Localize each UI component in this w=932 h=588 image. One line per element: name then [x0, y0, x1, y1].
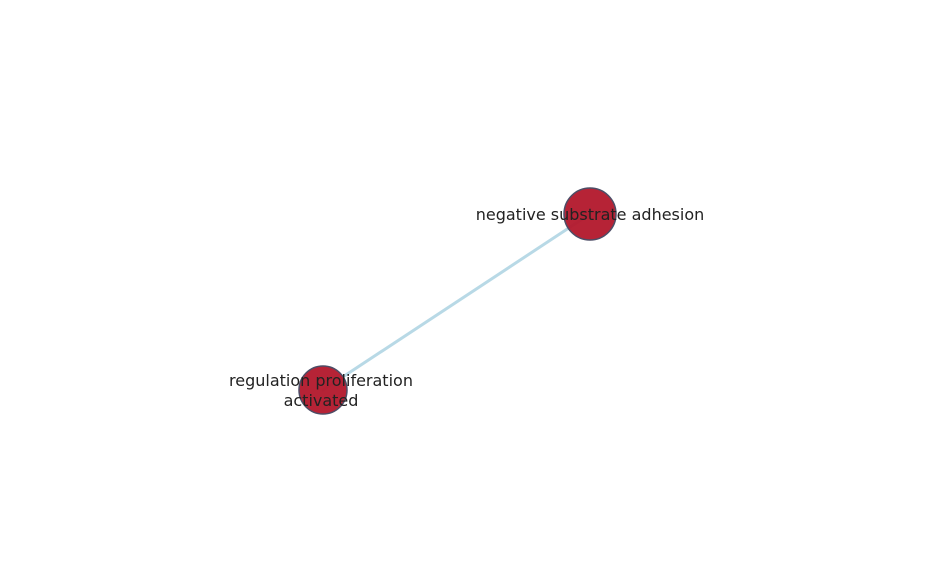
node-negative-substrate-adhesion[interactable]: negative substrate adhesion: [476, 187, 705, 241]
node-label: activated: [284, 391, 359, 410]
node-label-line: activated: [284, 391, 359, 410]
node-regulation-proliferation-activated[interactable]: regulation proliferation activated: [229, 365, 413, 415]
node-label: regulation proliferation: [229, 371, 413, 390]
edge-line: [321, 212, 592, 392]
node-circle[interactable]: [563, 187, 617, 241]
node-label-line: negative substrate adhesion: [476, 205, 705, 224]
node-label-line: regulation proliferation: [229, 371, 413, 390]
node-circle[interactable]: [298, 365, 348, 415]
node-label: negative substrate adhesion: [476, 205, 705, 224]
